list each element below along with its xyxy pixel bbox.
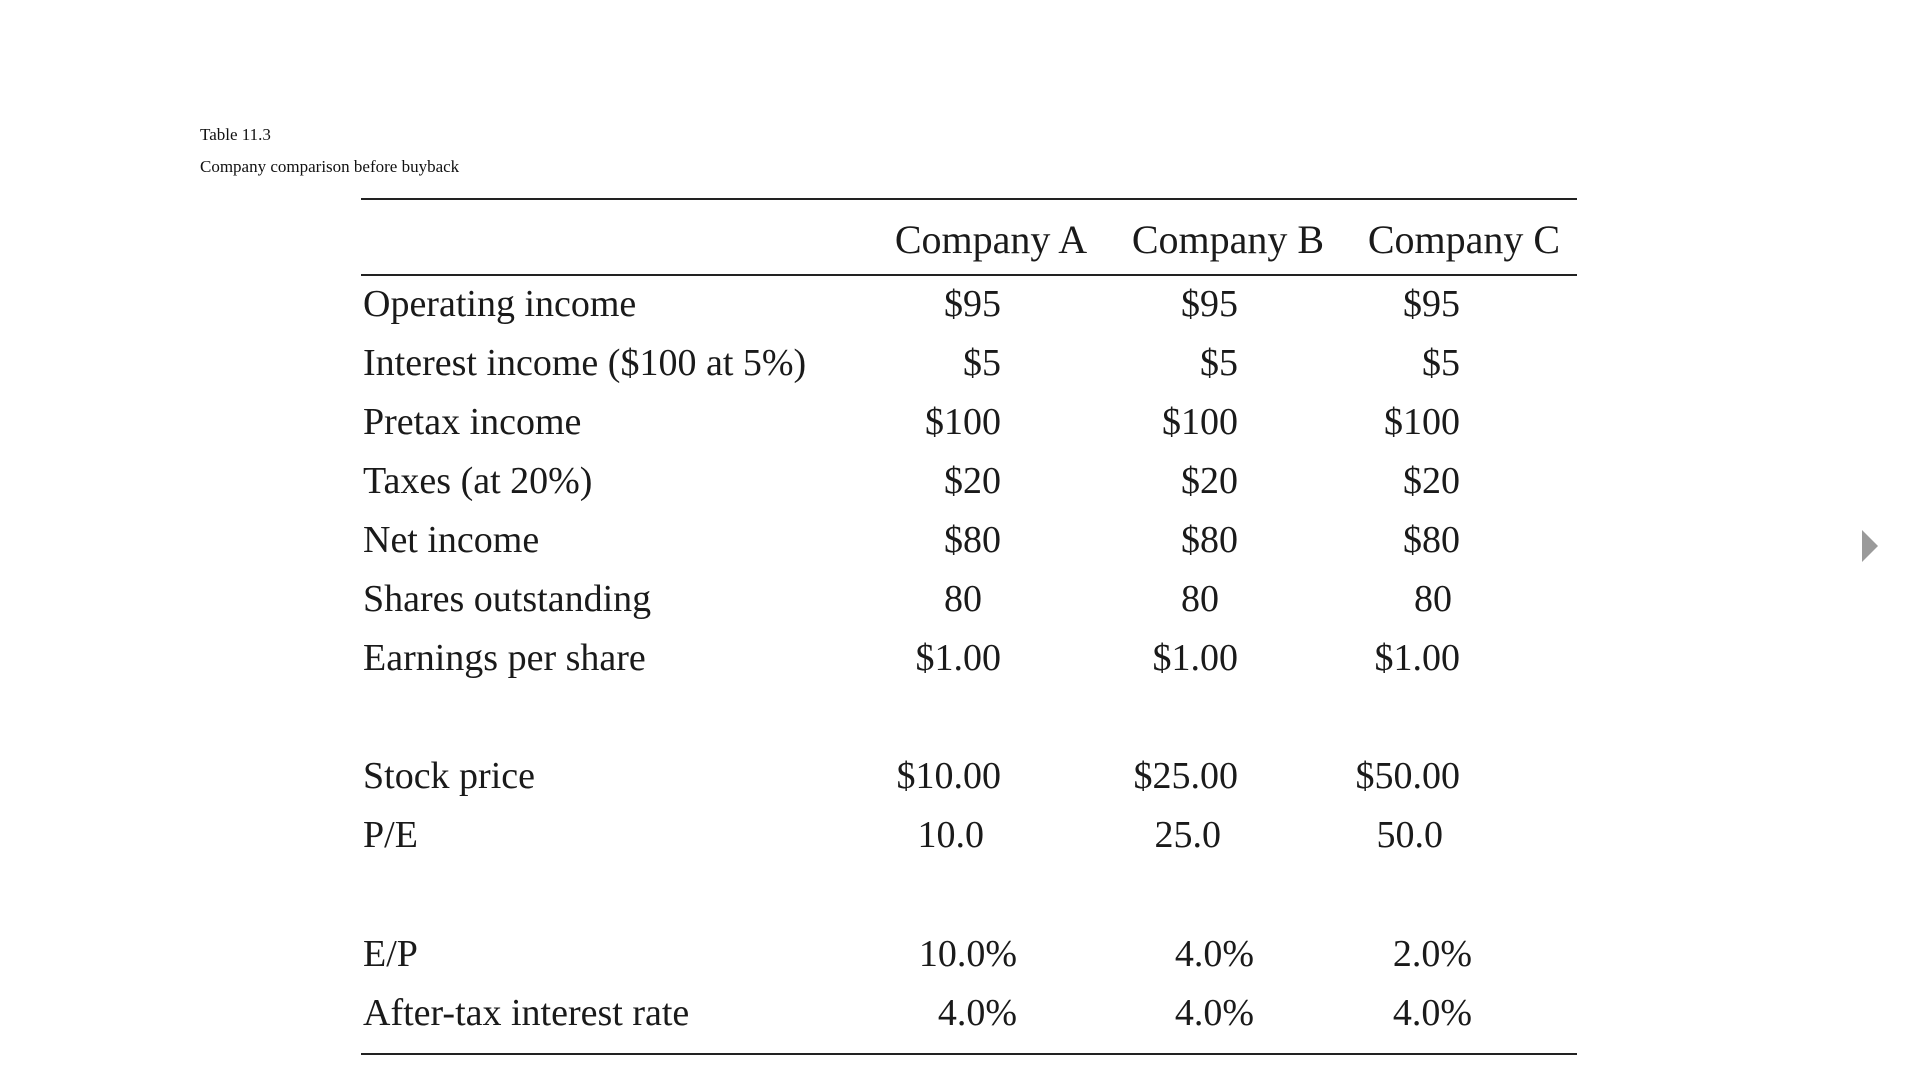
cell-pe-a: 10.0 — [917, 814, 985, 856]
row-label-after-tax-interest-rate: After-tax interest rate — [363, 992, 690, 1034]
cell-shares-outstanding-b: 80 — [1181, 578, 1219, 620]
cell-earnings-per-share-c: $1.00 — [1374, 637, 1461, 679]
cell-after-tax-interest-rate-b: 4.0% — [1174, 992, 1254, 1034]
cell-ep-a: 10.0% — [918, 933, 1017, 975]
cell-taxes-c: $20 — [1403, 460, 1460, 502]
table-caption-label: Table 11.3 — [200, 125, 271, 144]
row-label-shares-outstanding: Shares outstanding — [363, 578, 652, 620]
cell-pretax-income-a: $100 — [925, 401, 1001, 443]
cell-interest-income-c: $5 — [1422, 342, 1460, 384]
table-bottom-rule — [361, 1053, 1577, 1055]
cell-stock-price-a: $10.00 — [896, 755, 1002, 797]
cell-shares-outstanding-a: 80 — [944, 578, 982, 620]
cell-net-income-a: $80 — [944, 519, 1001, 561]
row-label-interest-income: Interest income ($100 at 5%) — [363, 342, 807, 384]
cell-net-income-b: $80 — [1181, 519, 1238, 561]
column-header-company-c: Company C — [1367, 217, 1561, 262]
comparison-table: Company A Company B Company C Operating … — [361, 198, 1577, 1055]
cell-operating-income-b: $95 — [1181, 283, 1238, 325]
cell-stock-price-b: $25.00 — [1133, 755, 1239, 797]
cell-interest-income-b: $5 — [1200, 342, 1238, 384]
cell-taxes-a: $20 — [944, 460, 1001, 502]
row-label-taxes: Taxes (at 20%) — [363, 460, 593, 502]
row-label-net-income: Net income — [363, 519, 540, 561]
column-header-company-b: Company B — [1131, 217, 1325, 262]
row-label-pe: P/E — [363, 814, 418, 856]
row-label-operating-income: Operating income — [363, 283, 637, 325]
cell-net-income-c: $80 — [1403, 519, 1460, 561]
cell-shares-outstanding-c: 80 — [1414, 578, 1452, 620]
cell-pretax-income-b: $100 — [1162, 401, 1238, 443]
column-header-company-a: Company A — [894, 217, 1088, 262]
cell-interest-income-a: $5 — [963, 342, 1001, 384]
table-caption-title: Company comparison before buyback — [200, 157, 460, 176]
cell-earnings-per-share-b: $1.00 — [1152, 637, 1239, 679]
table-top-rule — [361, 198, 1577, 200]
cell-ep-b: 4.0% — [1174, 933, 1254, 975]
cell-after-tax-interest-rate-c: 4.0% — [1392, 992, 1472, 1034]
cell-ep-c: 2.0% — [1392, 933, 1472, 975]
cell-stock-price-c: $50.00 — [1355, 755, 1461, 797]
cell-pe-b: 25.0 — [1154, 814, 1222, 856]
cell-taxes-b: $20 — [1181, 460, 1238, 502]
row-label-pretax-income: Pretax income — [363, 401, 582, 443]
cell-earnings-per-share-a: $1.00 — [915, 637, 1002, 679]
next-page-arrow-icon[interactable] — [1862, 530, 1878, 562]
cell-operating-income-c: $95 — [1403, 283, 1460, 325]
table-header-rule — [361, 274, 1577, 276]
cell-operating-income-a: $95 — [944, 283, 1001, 325]
cell-after-tax-interest-rate-a: 4.0% — [937, 992, 1017, 1034]
cell-pretax-income-c: $100 — [1384, 401, 1460, 443]
row-label-earnings-per-share: Earnings per share — [363, 637, 646, 679]
cell-pe-c: 50.0 — [1376, 814, 1444, 856]
row-label-ep: E/P — [363, 933, 418, 975]
row-label-stock-price: Stock price — [363, 755, 536, 797]
